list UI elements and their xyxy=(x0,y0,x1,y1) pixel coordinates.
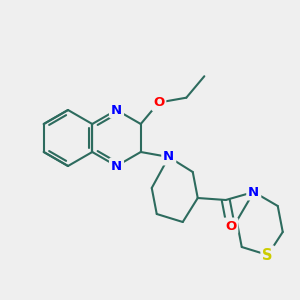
Text: N: N xyxy=(111,103,122,116)
Text: S: S xyxy=(262,248,273,262)
Text: N: N xyxy=(248,185,259,199)
Text: N: N xyxy=(163,151,174,164)
Text: O: O xyxy=(153,96,164,109)
Text: O: O xyxy=(225,220,236,232)
Text: N: N xyxy=(111,160,122,172)
